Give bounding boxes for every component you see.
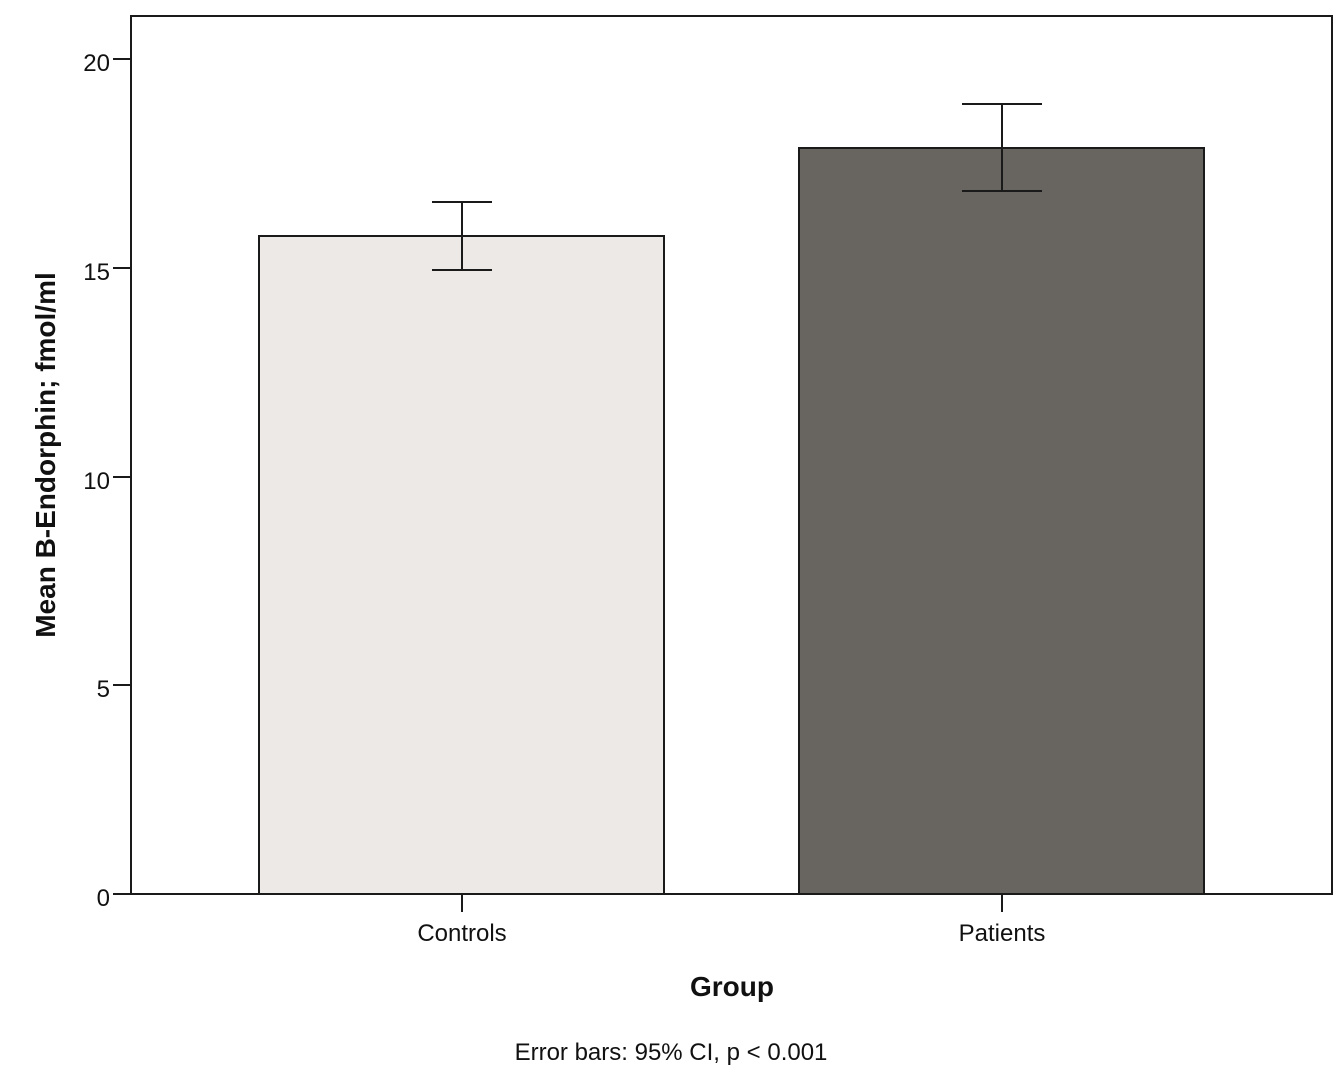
y-tick-label: 15 [83, 259, 110, 286]
x-tick-label-patients: Patients [959, 920, 1046, 947]
error-bar-controls [432, 201, 492, 271]
bars [258, 147, 1205, 895]
y-tick-label: 20 [83, 50, 110, 77]
y-tick-label: 5 [97, 676, 110, 703]
error-bar-patients [962, 103, 1042, 192]
y-axis: 0 5 10 15 20 Mean B-Endorphin; fmol/ml [30, 50, 131, 912]
error-bars [432, 103, 1042, 271]
x-tick-label-controls: Controls [417, 920, 506, 947]
bar-controls [258, 235, 665, 895]
bar-patients [798, 147, 1205, 895]
y-axis-title: Mean B-Endorphin; fmol/ml [30, 272, 61, 638]
error-bar-note: Error bars: 95% CI, p < 0.001 [515, 1039, 828, 1066]
y-tick-label: 10 [83, 468, 110, 495]
y-tick-label: 0 [97, 885, 110, 912]
x-axis: Controls Patients Group [417, 894, 1045, 1002]
x-axis-title: Group [690, 971, 774, 1002]
